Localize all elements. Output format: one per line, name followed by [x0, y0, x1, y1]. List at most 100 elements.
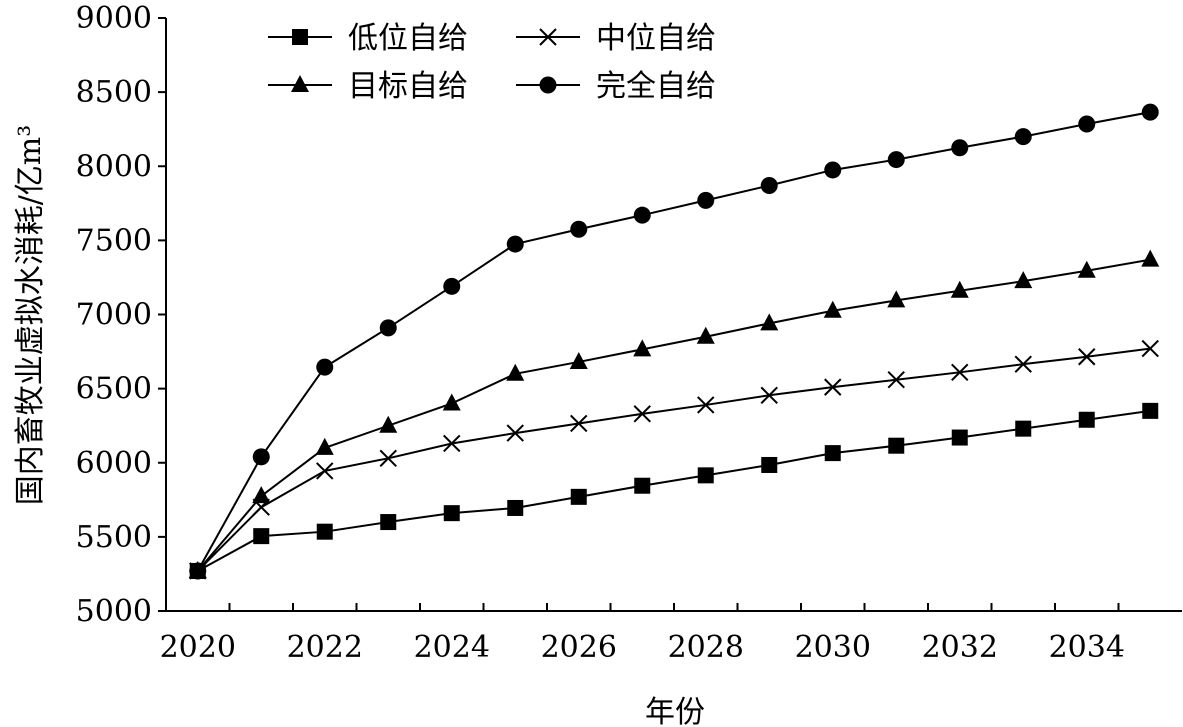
x-tick-label: 2022: [287, 630, 363, 665]
series-square: [189, 402, 1159, 579]
data-point: [951, 429, 968, 446]
y-tick-label: 6000: [76, 446, 152, 481]
data-point: [1014, 128, 1032, 146]
legend-marker: [539, 76, 557, 94]
y-tick-label: 5000: [76, 594, 152, 629]
legend-item: 目标自给: [268, 69, 468, 104]
x-axis-title: 年份: [645, 695, 705, 727]
legend-item: 低位自给: [268, 21, 468, 56]
x-tick-label: 2020: [160, 630, 236, 665]
x-tick-label: 2032: [922, 630, 998, 665]
series-line: [196, 111, 1151, 572]
y-tick-label: 7500: [76, 223, 152, 258]
data-point: [633, 339, 652, 357]
data-point: [1014, 271, 1033, 289]
data-point: [253, 528, 270, 545]
y-tick-label: 7000: [76, 298, 152, 333]
data-point: [252, 448, 270, 466]
marker-stroke: [951, 363, 969, 382]
data-point: [888, 437, 905, 454]
data-point: [824, 445, 841, 462]
data-point: [442, 393, 461, 411]
x-tick-label: 2034: [1049, 630, 1125, 665]
data-point: [189, 562, 207, 580]
data-point: [950, 280, 969, 298]
data-point: [443, 505, 460, 522]
data-point: [1141, 103, 1159, 121]
data-point: [380, 514, 397, 531]
x-tick-label: 2024: [414, 630, 490, 665]
data-point: [506, 235, 524, 253]
data-point: [761, 456, 778, 473]
data-point: [316, 523, 333, 540]
series-line: [197, 347, 1151, 572]
marker-stroke: [760, 386, 778, 405]
marker-stroke: [1141, 339, 1159, 358]
marker-stroke: [633, 405, 651, 423]
y-tick-label: 8000: [76, 149, 152, 184]
marker-stroke: [824, 378, 842, 396]
marker-stroke: [316, 462, 334, 480]
data-point: [443, 434, 461, 453]
data-point: [507, 499, 524, 516]
x-tick-label: 2026: [541, 630, 617, 665]
series-circle: [189, 103, 1159, 580]
data-point: [633, 206, 651, 224]
marker-stroke: [506, 424, 524, 442]
data-point: [633, 405, 651, 423]
marker-stroke: [570, 414, 588, 433]
series-line: [197, 409, 1151, 572]
legend-label: 中位自给: [596, 21, 716, 56]
marker-stroke: [1014, 355, 1032, 373]
data-point: [887, 151, 905, 169]
x-tick-label: 2028: [668, 630, 744, 665]
y-tick-label: 5500: [76, 520, 152, 555]
data-point: [1078, 411, 1095, 428]
marker-stroke: [443, 434, 461, 453]
data-point: [570, 414, 588, 433]
data-point: [1078, 115, 1096, 133]
data-point: [760, 386, 778, 405]
data-point: [252, 486, 271, 504]
data-point: [379, 319, 397, 337]
data-point: [634, 477, 651, 494]
series-triangle: [188, 249, 1160, 578]
x-tick-label: 2030: [795, 630, 871, 665]
series-layer: [188, 103, 1160, 580]
y-tick-label: 9000: [76, 1, 152, 36]
data-point: [824, 161, 842, 179]
data-point: [379, 449, 397, 468]
data-point: [443, 277, 461, 295]
legend-marker: [539, 28, 557, 46]
series-line: [196, 258, 1151, 572]
data-point: [697, 396, 715, 414]
data-point: [1014, 355, 1032, 373]
legend-marker: [292, 29, 308, 45]
data-point: [1141, 249, 1160, 267]
legend-label: 目标自给: [348, 69, 468, 104]
marker-stroke: [379, 449, 397, 468]
data-point: [887, 371, 905, 389]
legend-marker: [291, 75, 309, 92]
legend-item: 中位自给: [516, 21, 716, 56]
data-point: [506, 424, 524, 442]
marker-stroke: [1078, 348, 1096, 366]
data-point: [1142, 402, 1159, 419]
data-point: [697, 191, 715, 209]
data-point: [506, 363, 525, 381]
data-point: [379, 415, 398, 433]
data-point: [824, 378, 842, 396]
data-point: [887, 290, 906, 308]
data-point: [696, 326, 715, 344]
y-axis-title: 国内畜牧业虚拟水消耗/亿m³: [13, 125, 48, 506]
legend-label: 完全自给: [596, 69, 716, 104]
data-point: [951, 363, 969, 382]
data-point: [315, 437, 334, 455]
data-point: [823, 300, 842, 318]
data-point: [570, 220, 588, 238]
y-tick-label: 6500: [76, 372, 152, 407]
series-x: [189, 339, 1159, 580]
data-point: [570, 488, 587, 505]
